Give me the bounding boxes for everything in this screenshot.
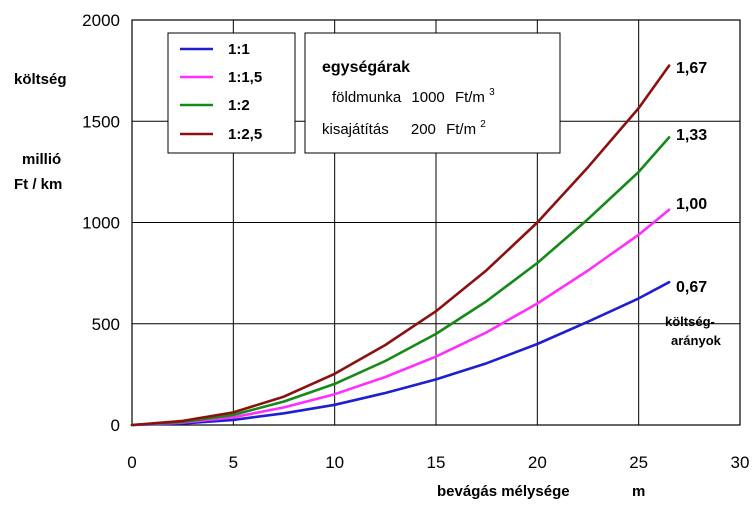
legend-label: 1:1 <box>228 41 250 58</box>
cost-ratio-note-line-2: arányok <box>671 333 722 348</box>
series-line-1-1 <box>130 280 671 427</box>
x-tick-label: 30 <box>731 453 750 472</box>
x-axis-title: bevágás mélysége <box>437 483 570 500</box>
legend-items: 1:1 1:1,5 1:2 1:2,5 <box>180 41 262 143</box>
x-tick-labels: 0 5 10 15 20 25 30 <box>127 453 749 472</box>
unit-price-line-expropriation: kisajátítás 200 Ft/m 2 <box>322 119 486 138</box>
expropriation-label: kisajátítás <box>322 121 389 138</box>
legend: 1:1 1:1,5 1:2 1:2,5 <box>167 32 296 154</box>
cost-ratio-label: 0,67 <box>676 279 707 296</box>
x-axis-unit: m <box>632 483 645 500</box>
y-axis-title-line-3: Ft / km <box>14 176 62 193</box>
expropriation-value: 200 <box>411 121 436 138</box>
x-tick-label: 20 <box>528 453 547 472</box>
y-tick-label: 0 <box>111 416 120 435</box>
earthwork-unit: Ft/m <box>455 89 485 106</box>
expropriation-exponent: 2 <box>480 119 486 130</box>
earthwork-exponent: 3 <box>489 87 495 98</box>
x-tick-label: 15 <box>427 453 446 472</box>
y-tick-labels: 0 500 1000 1500 2000 <box>82 11 120 435</box>
earthwork-value: 1000 <box>411 89 444 106</box>
cost-ratio-label: 1,67 <box>676 60 707 77</box>
legend-frame <box>167 32 296 154</box>
series-line-1-2 <box>130 136 671 427</box>
unit-price-box: egységárak földmunka 1000 Ft/m 3 kisaját… <box>304 32 561 154</box>
cost-ratio-label: 1,00 <box>676 196 707 213</box>
series-lines <box>130 64 671 427</box>
cost-ratio-label: 1,33 <box>676 127 707 144</box>
y-tick-label: 2000 <box>82 11 120 30</box>
unit-price-title: egységárak <box>322 59 410 76</box>
y-tick-label: 1500 <box>82 112 120 131</box>
y-axis-title-line-1: költség <box>14 71 67 88</box>
cost-ratio-note-line-1: költség- <box>665 314 715 329</box>
y-tick-label: 1000 <box>82 214 120 233</box>
series-line-1-2-5 <box>130 64 671 427</box>
legend-label: 1:2 <box>228 97 250 114</box>
legend-label: 1:2,5 <box>228 126 262 143</box>
y-axis-title-line-2: millió <box>22 151 61 168</box>
x-tick-label: 10 <box>325 453 344 472</box>
x-tick-label: 25 <box>629 453 648 472</box>
legend-label: 1:1,5 <box>228 69 262 86</box>
y-tick-label: 500 <box>92 315 120 334</box>
earthwork-label: földmunka <box>332 89 402 106</box>
unit-price-line-earthwork: földmunka 1000 Ft/m 3 <box>332 87 495 106</box>
expropriation-unit: Ft/m <box>446 121 476 138</box>
plot-frame <box>131 19 741 426</box>
series-line-1-1-5 <box>130 208 671 427</box>
x-tick-label: 5 <box>229 453 238 472</box>
cost-ratio-labels: 0,67 1,00 1,33 1,67 <box>676 60 707 296</box>
unit-price-frame <box>304 32 561 154</box>
x-tick-label: 0 <box>127 453 136 472</box>
